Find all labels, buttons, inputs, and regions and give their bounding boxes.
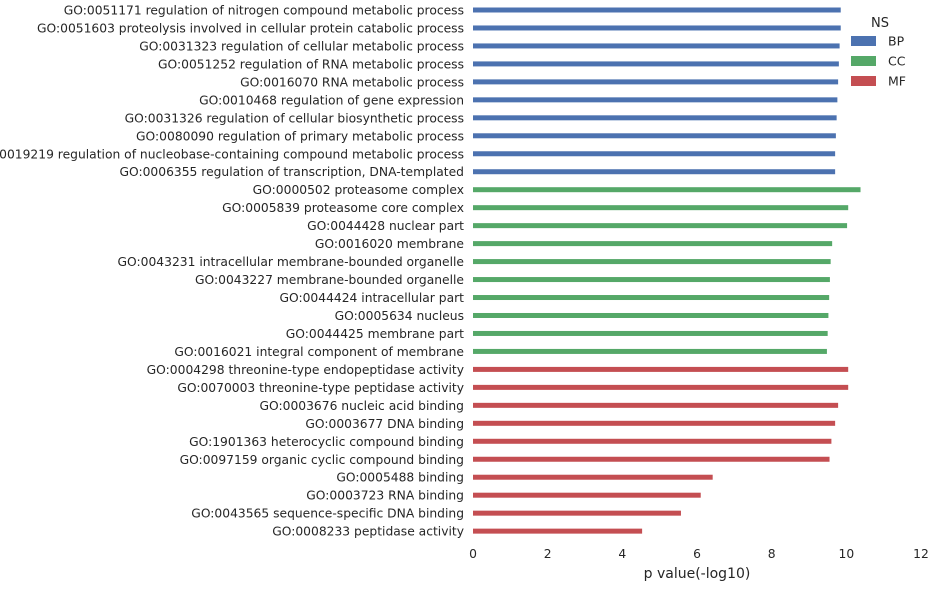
x-tick-label-1: 2 xyxy=(544,547,552,561)
category-label-14: GO:0016020 membrane xyxy=(315,237,464,251)
category-label-8: GO:0080090 regulation of primary metabol… xyxy=(136,129,464,143)
category-label-27: GO:0005488 binding xyxy=(336,471,464,485)
bar-14 xyxy=(473,241,833,247)
category-label-7: GO:0031326 regulation of cellular biosyn… xyxy=(125,111,464,125)
x-tick-label-5: 10 xyxy=(839,547,855,561)
bar-7 xyxy=(473,115,837,121)
category-label-13: GO:0044428 nuclear part xyxy=(307,219,464,233)
bar-15 xyxy=(473,259,831,265)
bar-24 xyxy=(473,420,836,426)
bar-11 xyxy=(473,187,861,193)
bar-9 xyxy=(473,151,836,157)
category-label-29: GO:0043565 sequence-specific DNA binding xyxy=(191,507,464,521)
bar-29 xyxy=(473,510,681,516)
bar-19 xyxy=(473,330,828,336)
category-label-20: GO:0016021 integral component of membran… xyxy=(174,345,464,359)
category-label-4: GO:0051252 regulation of RNA metabolic p… xyxy=(158,57,464,71)
bars-layer xyxy=(473,7,861,534)
category-label-16: GO:0043227 membrane-bounded organelle xyxy=(195,273,464,287)
x-tick-label-0: 0 xyxy=(469,547,477,561)
bar-8 xyxy=(473,133,836,139)
category-label-25: GO:1901363 heterocyclic compound binding xyxy=(189,435,464,449)
category-label-23: GO:0003676 nucleic acid binding xyxy=(260,399,465,413)
category-label-30: GO:0008233 peptidase activity xyxy=(272,525,464,539)
category-label-17: GO:0044424 intracellular part xyxy=(279,291,464,305)
bar-2 xyxy=(473,25,841,31)
x-axis: 0 2 4 6 8 10 12 xyxy=(469,547,929,561)
bar-27 xyxy=(473,474,713,480)
category-label-3: GO:0031323 regulation of cellular metabo… xyxy=(139,39,464,53)
bar-6 xyxy=(473,97,838,103)
bar-13 xyxy=(473,223,848,229)
legend-title: NS xyxy=(871,16,889,31)
x-tick-label-3: 6 xyxy=(693,547,701,561)
x-axis-label: p value(-log10) xyxy=(644,566,751,582)
category-label-28: GO:0003723 RNA binding xyxy=(306,489,464,503)
category-label-22: GO:0070003 threonine-type peptidase acti… xyxy=(177,381,464,395)
bar-30 xyxy=(473,528,643,534)
bar-25 xyxy=(473,438,832,444)
legend-swatch-mf xyxy=(851,76,876,86)
bar-26 xyxy=(473,456,830,462)
bar-1 xyxy=(473,7,841,13)
category-label-19: GO:0044425 membrane part xyxy=(286,327,464,341)
legend-label-bp: BP xyxy=(888,34,905,49)
category-label-15: GO:0043231 intracellular membrane-bounde… xyxy=(118,255,464,269)
bar-10 xyxy=(473,169,836,175)
bar-16 xyxy=(473,277,830,283)
category-label-24: GO:0003677 DNA binding xyxy=(305,417,464,431)
category-label-12: GO:0005839 proteasome core complex xyxy=(222,201,464,215)
legend: NS BP CC MF xyxy=(851,16,906,89)
category-label-1: GO:0051171 regulation of nitrogen compou… xyxy=(64,4,464,18)
x-tick-label-2: 4 xyxy=(618,547,626,561)
category-label-18: GO:0005634 nucleus xyxy=(335,309,464,323)
category-label-5: GO:0016070 RNA metabolic process xyxy=(240,75,464,89)
legend-swatch-cc xyxy=(851,56,876,66)
bar-5 xyxy=(473,79,839,85)
bar-20 xyxy=(473,348,827,354)
category-label-9: GO:0019219 regulation of nucleobase-cont… xyxy=(0,147,464,161)
category-label-10: GO:0006355 regulation of transcription, … xyxy=(119,165,464,179)
category-labels: GO:0051171 regulation of nitrogen compou… xyxy=(0,4,464,539)
category-label-2: GO:0051603 proteolysis involved in cellu… xyxy=(37,21,464,35)
bar-23 xyxy=(473,402,839,408)
legend-label-mf: MF xyxy=(888,74,906,89)
bar-22 xyxy=(473,384,849,390)
category-label-11: GO:0000502 proteasome complex xyxy=(253,183,464,197)
category-label-6: GO:0010468 regulation of gene expression xyxy=(199,93,464,107)
bar-4 xyxy=(473,61,839,67)
bar-17 xyxy=(473,295,830,301)
category-label-21: GO:0004298 threonine-type endopeptidase … xyxy=(147,363,464,377)
x-tick-label-4: 8 xyxy=(768,547,776,561)
bar-18 xyxy=(473,312,829,318)
category-label-26: GO:0097159 organic cyclic compound bindi… xyxy=(180,453,464,467)
bar-21 xyxy=(473,366,849,372)
bar-3 xyxy=(473,43,840,49)
bar-12 xyxy=(473,205,849,211)
bar-28 xyxy=(473,492,701,498)
legend-label-cc: CC xyxy=(888,54,906,69)
legend-swatch-bp xyxy=(851,36,876,46)
x-tick-label-6: 12 xyxy=(913,547,929,561)
